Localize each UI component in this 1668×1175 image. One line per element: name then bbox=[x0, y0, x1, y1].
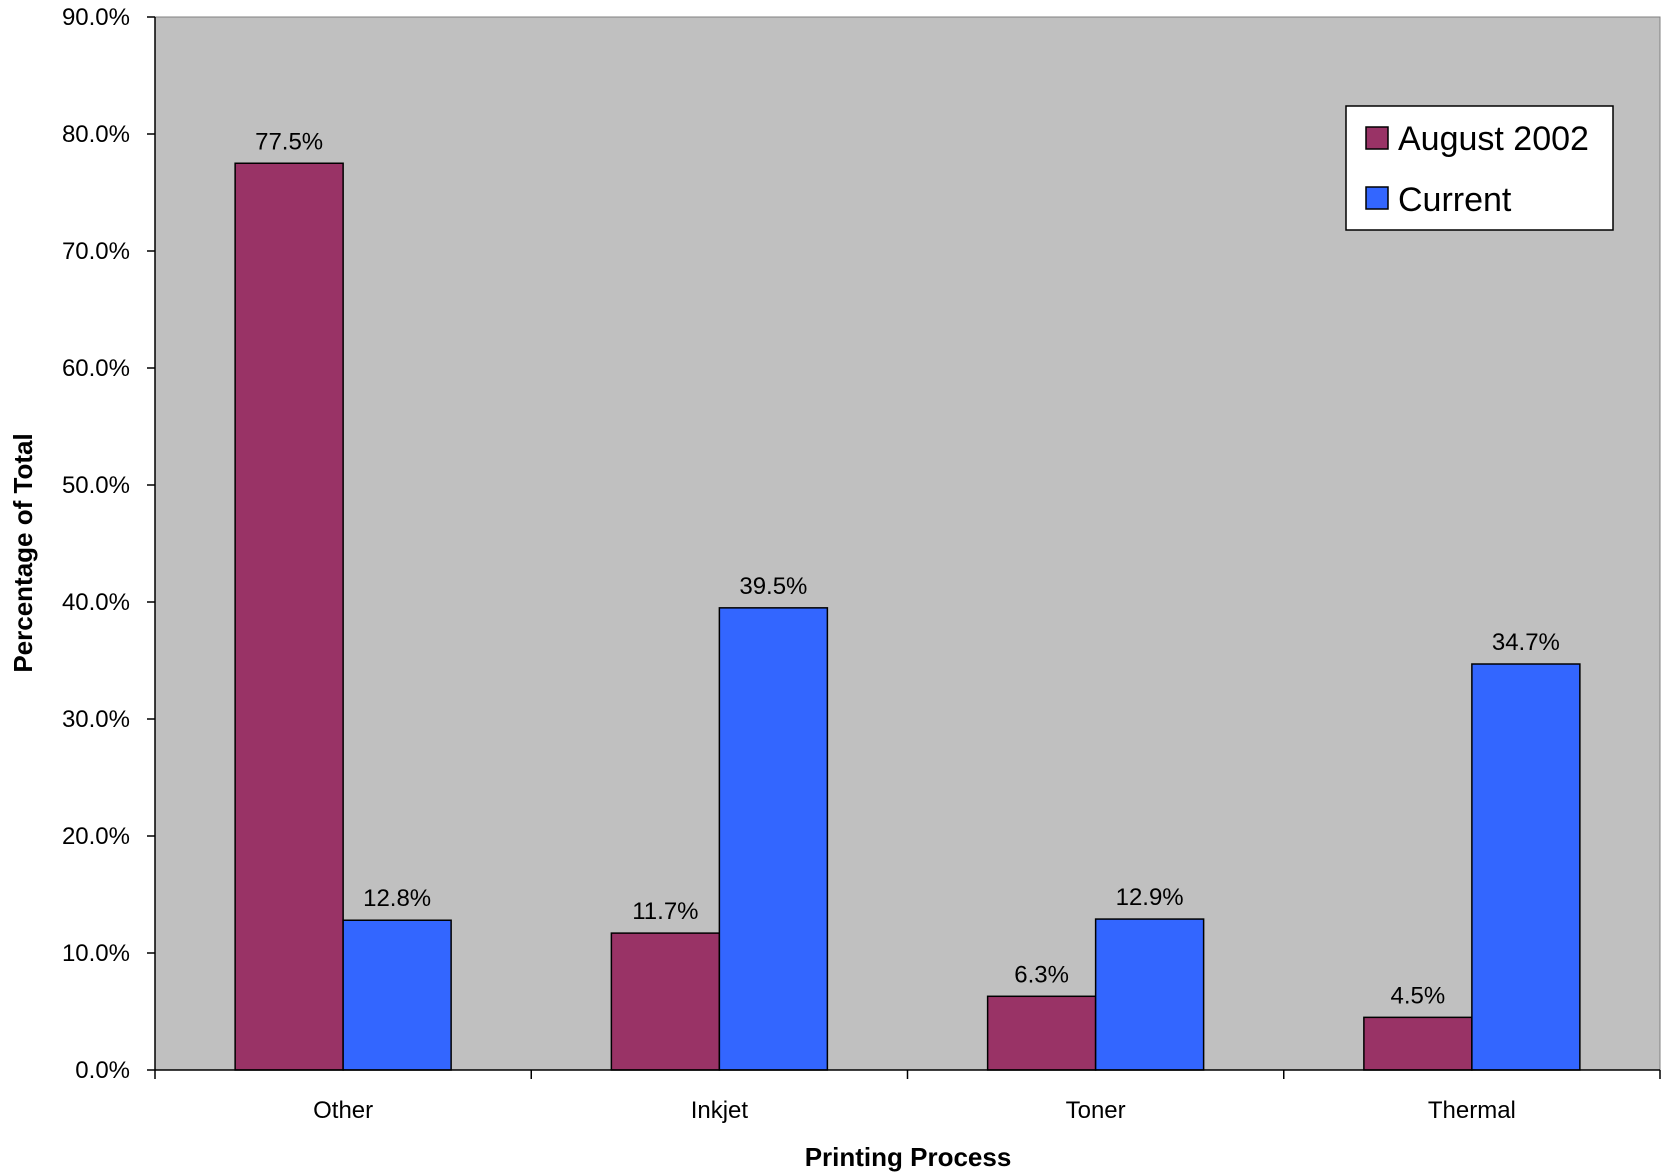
data-label-inkjet-august-2002: 11.7% bbox=[632, 898, 698, 925]
data-label-other-august-2002: 77.5% bbox=[255, 128, 323, 155]
data-label-thermal-august-2002: 4.5% bbox=[1391, 982, 1446, 1009]
data-labels-group: 77.5% 12.8% 11.7% 39.5% 6.3% 12.9% 4.5% 34.7% bbox=[255, 128, 1560, 1009]
bar-other-august-2002 bbox=[234, 162, 344, 1071]
y-axis-title: Percentage of Total bbox=[8, 433, 38, 672]
data-label-toner-current: 12.9% bbox=[1116, 884, 1184, 911]
y-tick-label: 10.0% bbox=[62, 940, 130, 967]
x-tick-label-other: Other bbox=[313, 1097, 373, 1124]
y-tick-label: 50.0% bbox=[62, 472, 130, 499]
y-tick-label: 90.0% bbox=[62, 4, 130, 31]
legend-label-august-2002: August 2002 bbox=[1398, 120, 1589, 158]
x-tick-label-inkjet: Inkjet bbox=[691, 1097, 749, 1124]
x-tick-label-thermal: Thermal bbox=[1428, 1097, 1516, 1124]
data-label-thermal-current: 34.7% bbox=[1492, 629, 1560, 656]
legend-box bbox=[1345, 105, 1614, 231]
bar-thermal-current bbox=[1471, 663, 1581, 1071]
legend-swatch-current bbox=[1365, 186, 1389, 210]
y-tick-label: 60.0% bbox=[62, 355, 130, 382]
bar-inkjet-current bbox=[718, 607, 829, 1071]
legend-label-current: Current bbox=[1398, 181, 1512, 219]
y-tick-label: 80.0% bbox=[62, 121, 130, 148]
y-tick-label: 0.0% bbox=[75, 1057, 130, 1084]
x-axis-ticks: Other Inkjet Toner Thermal bbox=[154, 1070, 1661, 1124]
x-axis-title: Printing Process bbox=[805, 1142, 1012, 1172]
data-label-other-current: 12.8% bbox=[363, 885, 431, 912]
data-label-inkjet-current: 39.5% bbox=[739, 573, 807, 600]
bars-group bbox=[234, 162, 1581, 1071]
y-axis-ticks: 0.0% 10.0% 20.0% 30.0% 40.0% 50.0% 60.0% 70.0% 8… bbox=[62, 4, 155, 1084]
bar-toner-august-2002 bbox=[986, 995, 1097, 1071]
y-tick-label: 20.0% bbox=[62, 823, 130, 850]
bar-other-current bbox=[342, 919, 452, 1071]
y-tick-label: 70.0% bbox=[62, 238, 130, 265]
legend-swatch-august-2002 bbox=[1365, 126, 1389, 150]
bar-thermal-august-2002 bbox=[1363, 1016, 1473, 1071]
x-tick-label-toner: Toner bbox=[1066, 1097, 1126, 1124]
y-tick-label: 40.0% bbox=[62, 589, 130, 616]
bar-toner-current bbox=[1094, 918, 1205, 1071]
legend: August 2002 Current bbox=[1345, 105, 1614, 231]
y-tick-label: 30.0% bbox=[62, 706, 130, 733]
bar-inkjet-august-2002 bbox=[610, 932, 721, 1071]
data-label-toner-august-2002: 6.3% bbox=[1014, 961, 1069, 988]
